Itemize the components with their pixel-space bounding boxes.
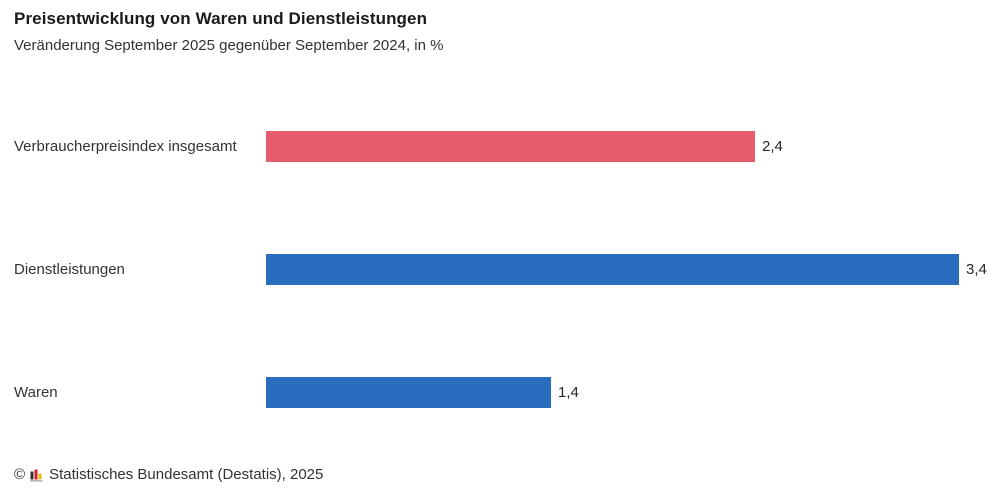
bar-dienstleistungen: [266, 254, 959, 285]
chart-title: Preisentwicklung von Waren und Dienstlei…: [14, 9, 428, 28]
chart-subtitle: Veränderung September 2025 gegenüber Sep…: [14, 37, 444, 54]
category-label-dienstleistungen: Dienstleistungen: [14, 261, 125, 278]
copyright-symbol: ©: [14, 466, 26, 483]
destatis-logo-icon: [30, 469, 43, 482]
bar-row-waren: Waren 1,4: [0, 377, 1000, 408]
source-text: Statistisches Bundesamt (Destatis), 2025: [49, 466, 324, 483]
value-label-verbraucherpreisindex: 2,4: [762, 138, 783, 155]
value-label-dienstleistungen: 3,4: [966, 261, 987, 278]
bar-waren: [266, 377, 551, 408]
value-label-waren: 1,4: [558, 384, 579, 401]
bar-verbraucherpreisindex: [266, 131, 755, 162]
category-label-waren: Waren: [14, 384, 58, 401]
bar-row-dienstleistungen: Dienstleistungen 3,4: [0, 254, 1000, 285]
bar-row-verbraucherpreisindex: Verbraucherpreisindex insgesamt 2,4: [0, 131, 1000, 162]
source-line: © Statistisches Bundesamt (Destatis), 20…: [14, 466, 323, 483]
category-label-verbraucherpreisindex: Verbraucherpreisindex insgesamt: [14, 138, 237, 155]
